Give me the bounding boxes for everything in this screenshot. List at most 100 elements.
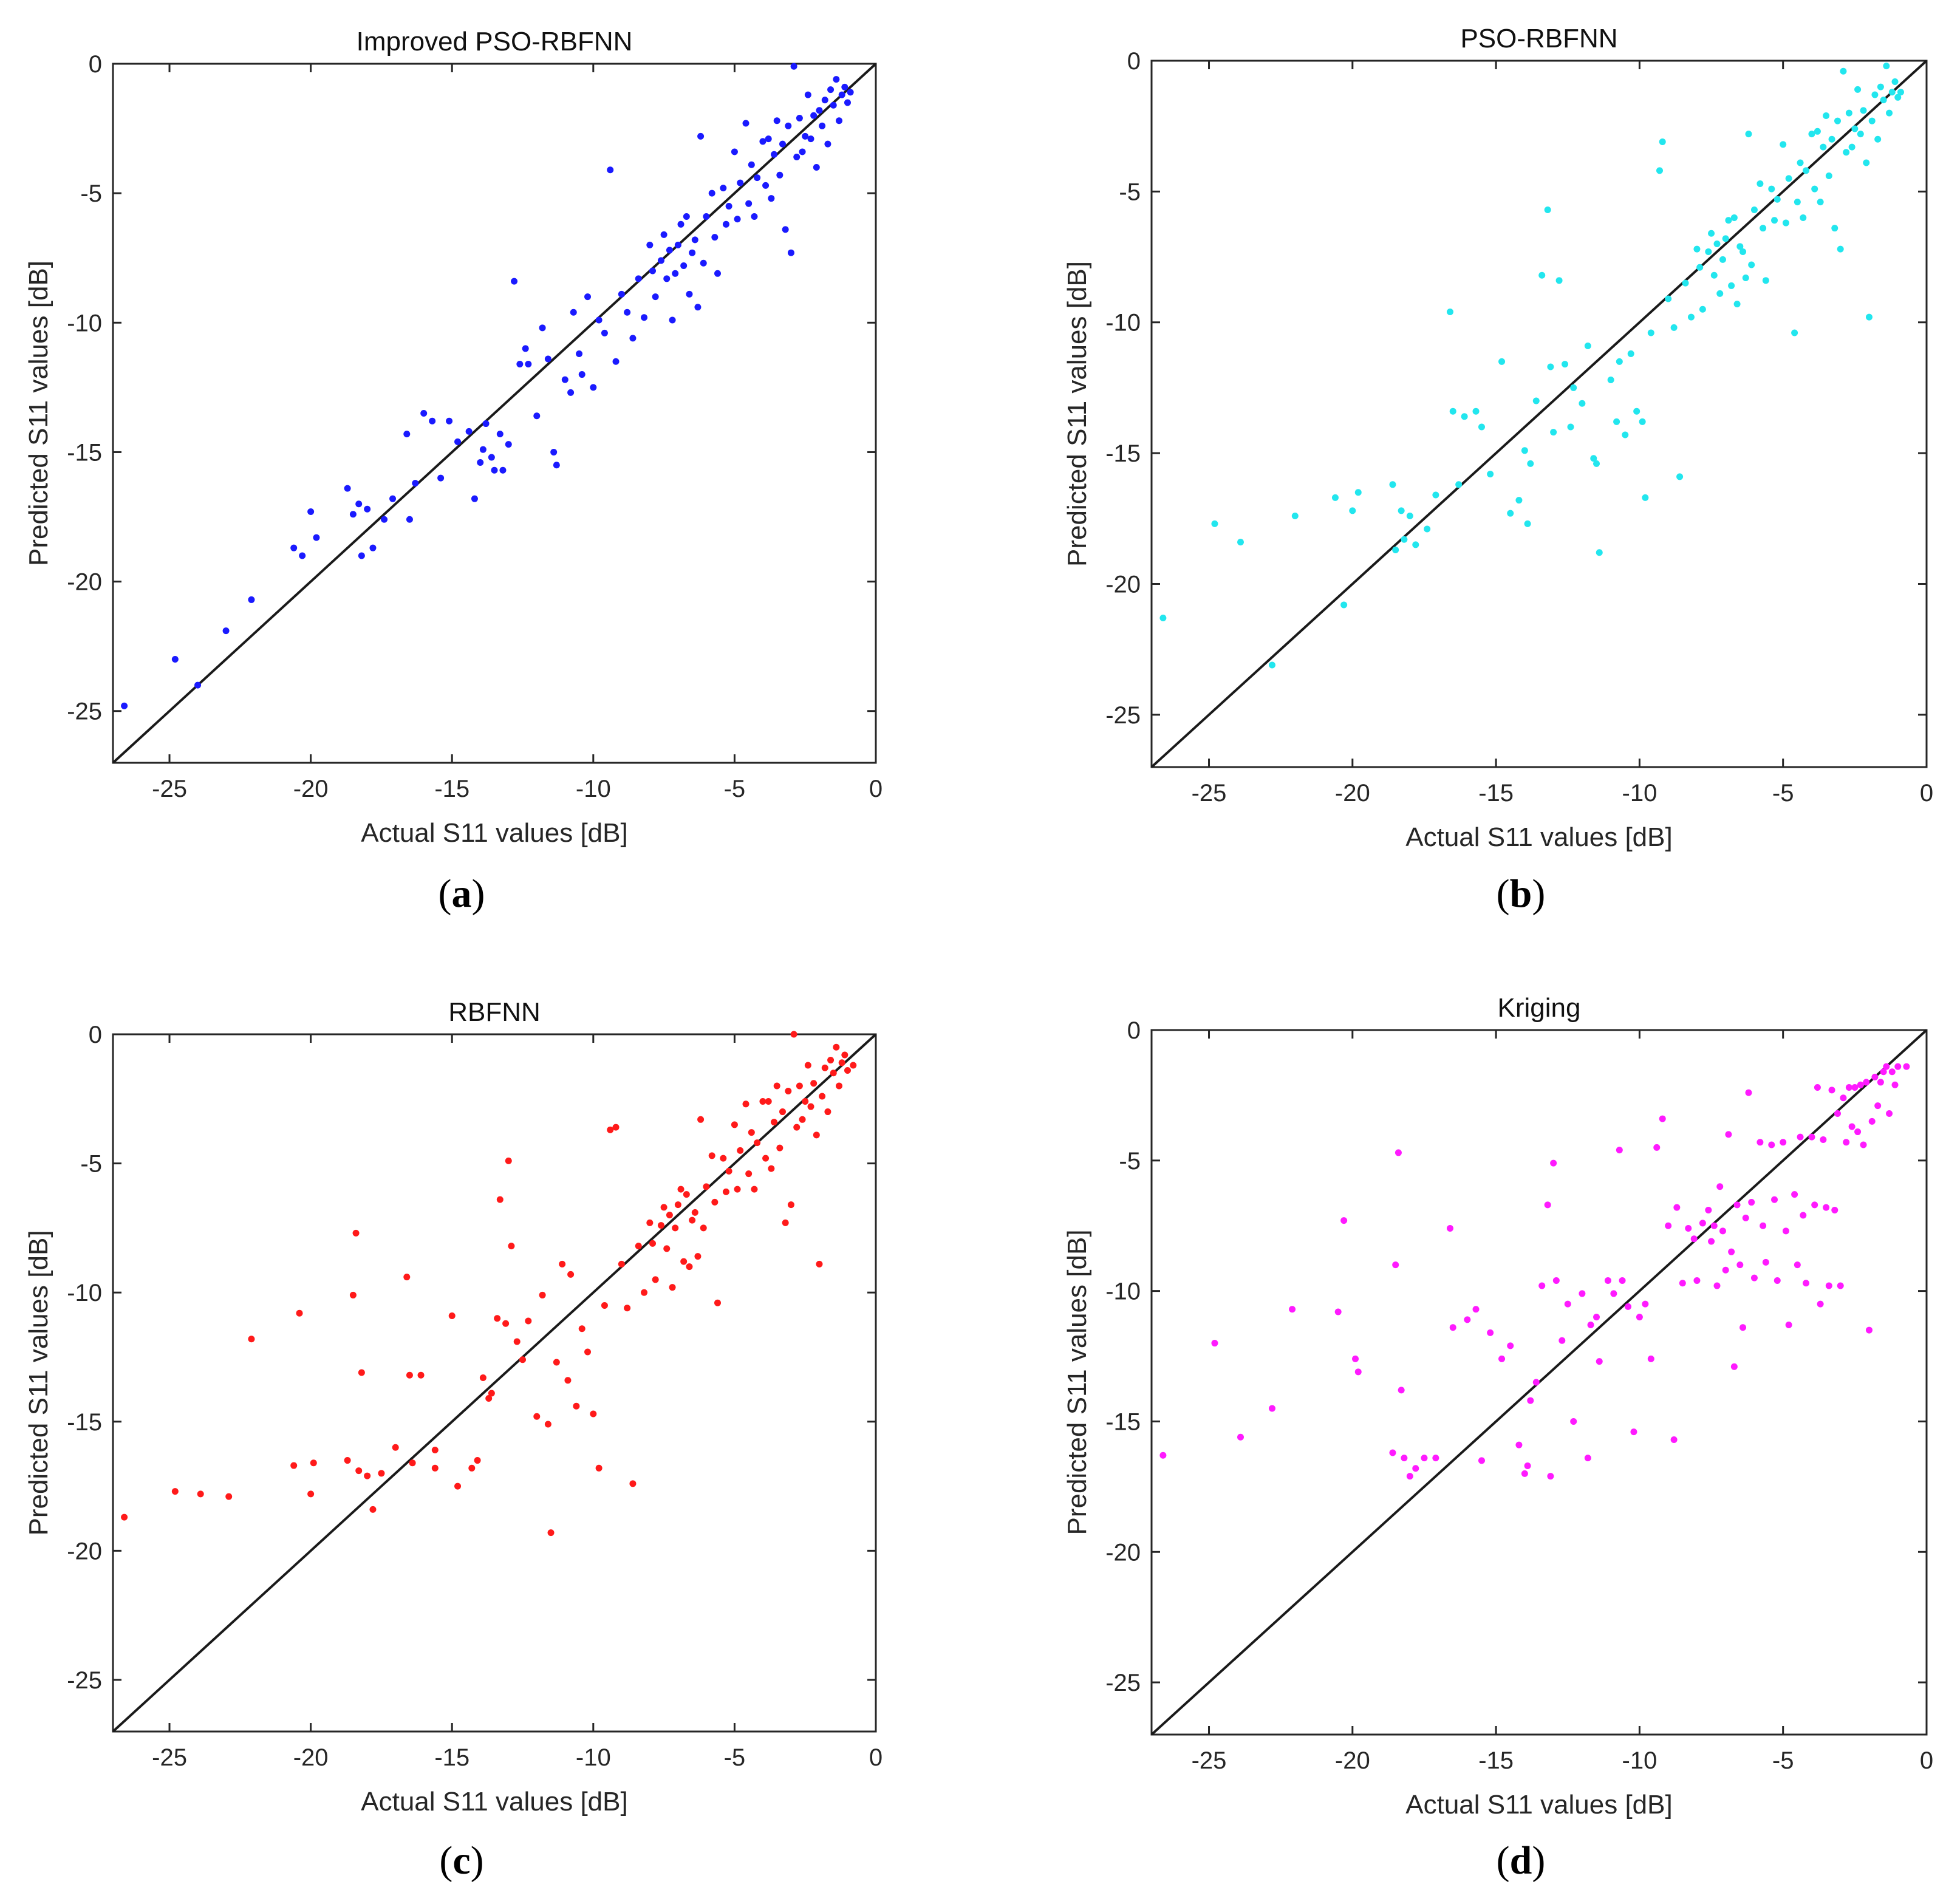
data-point — [660, 231, 667, 238]
caption-paren-open: ( — [439, 872, 452, 916]
data-point — [1808, 131, 1815, 138]
data-point — [533, 412, 541, 420]
data-point — [1449, 1324, 1456, 1331]
data-point — [358, 1369, 365, 1376]
scatter-points — [1159, 63, 1904, 669]
data-point — [799, 1116, 806, 1123]
data-point — [612, 358, 620, 365]
data-point — [725, 1167, 732, 1175]
data-point — [827, 1057, 835, 1064]
data-point — [1748, 1199, 1755, 1206]
data-point — [1665, 1222, 1672, 1229]
data-point — [1487, 1329, 1494, 1336]
data-point — [833, 1043, 840, 1051]
y-tick-label: -5 — [1119, 179, 1141, 205]
data-point — [519, 1356, 527, 1363]
data-point — [1865, 313, 1873, 321]
data-point — [694, 304, 702, 311]
data-point — [429, 417, 436, 425]
data-point — [669, 1284, 676, 1291]
data-point — [816, 1260, 823, 1268]
data-point — [762, 182, 770, 189]
y-tick-label: -10 — [1105, 1278, 1141, 1305]
data-point — [194, 681, 202, 689]
x-tick-label: -20 — [293, 1744, 329, 1771]
data-point — [674, 1201, 681, 1209]
data-point — [1579, 400, 1586, 407]
data-point — [1521, 1470, 1528, 1477]
data-point — [666, 1212, 673, 1219]
data-point — [1728, 282, 1735, 289]
data-point — [1613, 418, 1620, 425]
data-point — [1564, 1300, 1571, 1308]
data-point — [796, 1082, 803, 1090]
data-point — [649, 1240, 657, 1247]
data-point — [745, 1170, 753, 1178]
data-point — [1834, 1110, 1841, 1117]
data-point — [358, 552, 365, 559]
data-point — [833, 76, 840, 83]
axes-frame — [112, 1033, 877, 1733]
data-point — [1524, 1462, 1531, 1469]
data-point — [1854, 86, 1862, 93]
data-point — [1865, 1326, 1873, 1334]
data-point — [725, 202, 732, 210]
data-point — [1498, 1355, 1506, 1362]
data-point — [742, 120, 749, 127]
data-point — [248, 1336, 255, 1343]
data-point — [1455, 481, 1463, 488]
data-point — [1825, 172, 1832, 180]
data-point — [697, 1116, 705, 1123]
data-point — [290, 544, 298, 551]
data-point — [1354, 489, 1362, 496]
y-tick-label: -10 — [1105, 310, 1141, 336]
panel-caption: (d) — [1497, 1838, 1546, 1883]
data-point — [225, 1493, 233, 1500]
data-point — [1406, 1473, 1413, 1480]
data-point — [748, 161, 755, 168]
data-point — [1562, 361, 1569, 368]
data-point — [1552, 1277, 1560, 1284]
data-point — [737, 179, 744, 186]
data-point — [290, 1462, 298, 1469]
data-point — [810, 1080, 818, 1087]
data-point — [511, 278, 518, 285]
data-point — [830, 101, 837, 109]
data-point — [1868, 117, 1876, 125]
data-point — [1625, 1303, 1632, 1310]
data-point — [700, 1224, 707, 1232]
data-point — [1607, 377, 1614, 384]
data-point — [1432, 1455, 1439, 1462]
data-point — [612, 1124, 620, 1131]
data-point — [1570, 1418, 1577, 1425]
data-point — [1837, 245, 1844, 253]
data-point — [607, 1126, 614, 1133]
data-point — [793, 153, 801, 160]
data-point — [1619, 1277, 1626, 1284]
data-point — [1708, 230, 1715, 237]
y-tick-label: 0 — [1127, 48, 1141, 75]
data-point — [838, 1059, 845, 1066]
y-tick-label: -15 — [67, 439, 102, 466]
data-point — [1736, 1261, 1744, 1269]
data-point — [1897, 89, 1904, 96]
data-point — [1331, 494, 1339, 501]
data-point — [1515, 1441, 1523, 1448]
data-point — [841, 1051, 848, 1059]
data-point — [1823, 112, 1830, 119]
data-point — [844, 1067, 851, 1074]
data-point — [720, 185, 727, 192]
data-point — [1555, 277, 1563, 284]
data-point — [734, 1186, 741, 1193]
data-point — [1699, 305, 1706, 313]
data-point — [618, 290, 625, 298]
caption-paren-open: ( — [1497, 1838, 1510, 1883]
data-point — [406, 1371, 413, 1379]
data-point — [1825, 1282, 1832, 1289]
data-point — [618, 1260, 625, 1268]
data-point — [406, 516, 413, 523]
data-point — [392, 1444, 399, 1451]
data-point — [465, 428, 473, 435]
data-point — [307, 508, 315, 515]
data-point — [1354, 1368, 1362, 1376]
